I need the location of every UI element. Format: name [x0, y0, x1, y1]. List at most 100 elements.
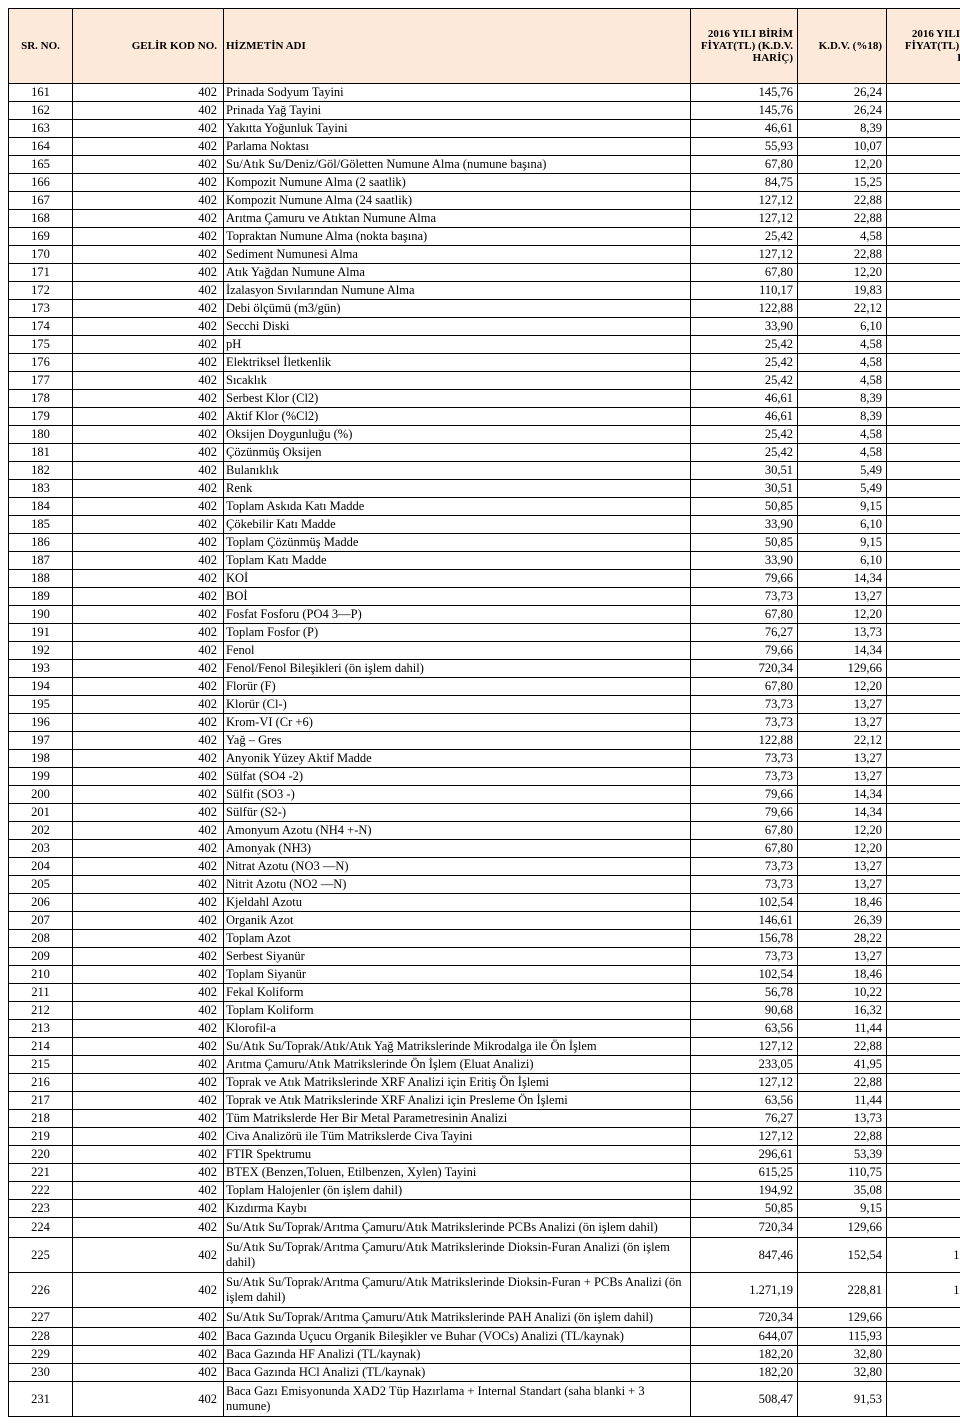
cell-total: 40,00: [887, 516, 960, 534]
cell-net: 50,85: [691, 498, 798, 516]
cell-sr: 172: [9, 282, 73, 300]
table-header: SR. NO. GELİR KOD NO. HİZMETİN ADI 2016 …: [9, 9, 960, 84]
cell-kdv: 16,32: [798, 1002, 887, 1020]
cell-kdv: 22,88: [798, 1128, 887, 1146]
cell-net: 615,25: [691, 1164, 798, 1182]
cell-sr: 191: [9, 624, 73, 642]
cell-sr: 164: [9, 138, 73, 156]
cell-net: 102,54: [691, 966, 798, 984]
cell-kdv: 8,39: [798, 390, 887, 408]
cell-name: Fenol/Fenol Bileşikleri (ön işlem dahil): [224, 660, 691, 678]
cell-sr: 203: [9, 840, 73, 858]
cell-total: 850,00: [887, 1218, 960, 1238]
cell-kod: 402: [73, 246, 224, 264]
cell-kod: 402: [73, 660, 224, 678]
table-row: 173402Debi ölçümü (m3/gün)122,8822,12145…: [9, 300, 960, 318]
cell-net: 146,61: [691, 912, 798, 930]
cell-kod: 402: [73, 1164, 224, 1182]
cell-sr: 205: [9, 876, 73, 894]
table-row: 179402Aktif Klor (%Cl2)46,618,3955,00: [9, 408, 960, 426]
cell-sr: 198: [9, 750, 73, 768]
cell-name: BOİ: [224, 588, 691, 606]
cell-kdv: 5,49: [798, 480, 887, 498]
cell-name: Toplam Çözünmüş Madde: [224, 534, 691, 552]
table-row: 227402Su/Atık Su/Toprak/Arıtma Çamuru/At…: [9, 1308, 960, 1328]
cell-kdv: 13,73: [798, 624, 887, 642]
cell-kdv: 10,22: [798, 984, 887, 1002]
cell-total: 55,00: [887, 120, 960, 138]
cell-kod: 402: [73, 1273, 224, 1308]
table-row: 211402Fekal Koliform56,7810,2267,00: [9, 984, 960, 1002]
table-row: 200402Sülfit (SO3 -)79,6614,3494,00: [9, 786, 960, 804]
cell-sr: 194: [9, 678, 73, 696]
cell-kod: 402: [73, 102, 224, 120]
table-row: 209402Serbest Siyanür73,7313,2787,00: [9, 948, 960, 966]
cell-kdv: 129,66: [798, 1218, 887, 1238]
cell-sr: 173: [9, 300, 73, 318]
cell-kod: 402: [73, 912, 224, 930]
cell-name: Florür (F): [224, 678, 691, 696]
cell-sr: 230: [9, 1364, 73, 1382]
cell-name: BTEX (Benzen,Toluen, Etilbenzen, Xylen) …: [224, 1164, 691, 1182]
cell-sr: 167: [9, 192, 73, 210]
cell-total: 87,00: [887, 696, 960, 714]
cell-net: 25,42: [691, 444, 798, 462]
cell-kod: 402: [73, 1382, 224, 1417]
cell-kdv: 8,39: [798, 120, 887, 138]
cell-name: Su/Atık Su/Toprak/Arıtma Çamuru/Atık Mat…: [224, 1218, 691, 1238]
cell-kod: 402: [73, 1182, 224, 1200]
cell-kod: 402: [73, 156, 224, 174]
cell-net: 127,12: [691, 1128, 798, 1146]
cell-sr: 163: [9, 120, 73, 138]
cell-kdv: 22,88: [798, 192, 887, 210]
cell-name: Toplam Katı Madde: [224, 552, 691, 570]
table-row: 201402Sülfür (S2-)79,6614,3494,00: [9, 804, 960, 822]
cell-net: 67,80: [691, 264, 798, 282]
cell-total: 30,00: [887, 444, 960, 462]
cell-total: 145,00: [887, 732, 960, 750]
cell-total: 760,00: [887, 1328, 960, 1346]
cell-kdv: 41,95: [798, 1056, 887, 1074]
cell-kod: 402: [73, 480, 224, 498]
cell-kod: 402: [73, 570, 224, 588]
cell-sr: 208: [9, 930, 73, 948]
cell-kdv: 26,24: [798, 102, 887, 120]
cell-name: Serbest Siyanür: [224, 948, 691, 966]
cell-kod: 402: [73, 84, 224, 102]
table-row: 225402Su/Atık Su/Toprak/Arıtma Çamuru/At…: [9, 1238, 960, 1273]
table-row: 221402BTEX (Benzen,Toluen, Etilbenzen, X…: [9, 1164, 960, 1182]
cell-kdv: 152,54: [798, 1238, 887, 1273]
cell-kdv: 13,27: [798, 714, 887, 732]
cell-net: 73,73: [691, 696, 798, 714]
cell-kod: 402: [73, 678, 224, 696]
table-row: 228402Baca Gazında Uçucu Organik Bileşik…: [9, 1328, 960, 1346]
cell-total: 230,00: [887, 1182, 960, 1200]
cell-kdv: 26,39: [798, 912, 887, 930]
cell-total: 30,00: [887, 336, 960, 354]
cell-kod: 402: [73, 588, 224, 606]
cell-total: 87,00: [887, 858, 960, 876]
cell-net: 110,17: [691, 282, 798, 300]
cell-sr: 196: [9, 714, 73, 732]
cell-name: Elektriksel İletkenlik: [224, 354, 691, 372]
cell-net: 73,73: [691, 876, 798, 894]
cell-kdv: 32,80: [798, 1346, 887, 1364]
cell-total: 173,00: [887, 912, 960, 930]
cell-kod: 402: [73, 1128, 224, 1146]
cell-name: Aktif Klor (%Cl2): [224, 408, 691, 426]
cell-kod: 402: [73, 768, 224, 786]
cell-name: Oksijen Doygunluğu (%): [224, 426, 691, 444]
cell-kod: 402: [73, 1074, 224, 1092]
cell-kdv: 13,73: [798, 1110, 887, 1128]
cell-sr: 211: [9, 984, 73, 1002]
cell-total: 75,00: [887, 1020, 960, 1038]
cell-net: 25,42: [691, 336, 798, 354]
table-row: 207402Organik Azot146,6126,39173,00: [9, 912, 960, 930]
cell-kod: 402: [73, 390, 224, 408]
cell-net: 30,51: [691, 480, 798, 498]
cell-total: 60,00: [887, 498, 960, 516]
table-row: 194402Florür (F)67,8012,2080,00: [9, 678, 960, 696]
cell-net: 33,90: [691, 516, 798, 534]
table-row: 217402Toprak ve Atık Matrikslerinde XRF …: [9, 1092, 960, 1110]
cell-net: 145,76: [691, 84, 798, 102]
